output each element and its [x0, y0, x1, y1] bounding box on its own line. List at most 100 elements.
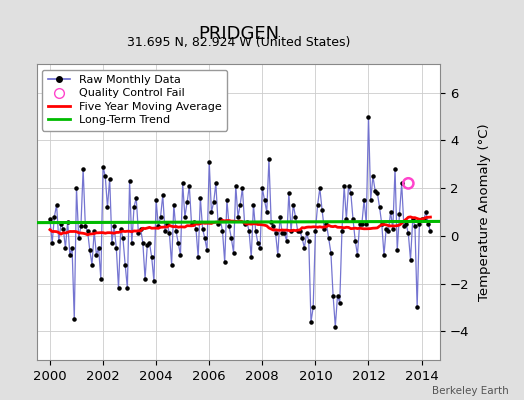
Point [389, 226, 397, 232]
Point [398, 180, 406, 186]
Point [360, 197, 368, 203]
Point [159, 192, 167, 198]
Point [50, 214, 59, 220]
Point [395, 211, 403, 218]
Point [152, 197, 160, 203]
Point [221, 259, 229, 265]
Point [165, 230, 173, 237]
Point [116, 226, 125, 232]
Point [85, 247, 94, 253]
Point [168, 261, 176, 268]
Point [199, 226, 207, 232]
Point [340, 182, 348, 189]
Point [148, 254, 156, 260]
Point [302, 230, 311, 237]
Point [48, 240, 57, 246]
Point [232, 182, 240, 189]
Point [400, 223, 408, 230]
Point [404, 230, 412, 237]
Point [324, 235, 333, 242]
Point [52, 202, 61, 208]
Point [353, 252, 362, 258]
Point [101, 173, 110, 179]
Point [258, 185, 267, 191]
Point [249, 202, 258, 208]
Point [185, 182, 193, 189]
Point [373, 190, 381, 196]
Point [121, 261, 129, 268]
Point [380, 252, 388, 258]
Point [245, 228, 253, 234]
Point [378, 221, 386, 227]
Point [364, 113, 373, 120]
Point [74, 235, 83, 242]
Title: PRIDGEN: PRIDGEN [198, 25, 279, 43]
Point [92, 252, 101, 258]
Point [225, 223, 233, 230]
Point [123, 285, 132, 292]
Point [289, 202, 298, 208]
Point [94, 245, 103, 251]
Point [134, 230, 143, 237]
Point [150, 278, 158, 284]
Point [409, 216, 417, 222]
Point [90, 228, 99, 234]
Point [329, 292, 337, 299]
Point [358, 221, 366, 227]
Point [130, 204, 138, 210]
Point [105, 175, 114, 182]
Text: Berkeley Earth: Berkeley Earth [432, 386, 508, 396]
Point [274, 252, 282, 258]
Point [241, 221, 249, 227]
Point [415, 221, 423, 227]
Point [313, 202, 322, 208]
Point [406, 256, 414, 263]
Point [282, 238, 291, 244]
Point [59, 226, 68, 232]
Point [252, 228, 260, 234]
Point [141, 276, 149, 282]
Point [88, 261, 96, 268]
Point [426, 228, 434, 234]
Point [72, 185, 81, 191]
Point [236, 202, 244, 208]
Point [296, 228, 304, 234]
Point [307, 319, 315, 325]
Point [393, 247, 401, 253]
Point [112, 245, 121, 251]
Point [143, 242, 151, 249]
Point [156, 214, 165, 220]
Point [81, 223, 90, 230]
Point [326, 249, 335, 256]
Point [293, 228, 302, 234]
Point [278, 230, 287, 237]
Point [172, 228, 180, 234]
Point [114, 285, 123, 292]
Point [351, 238, 359, 244]
Point [315, 185, 324, 191]
Point [371, 187, 379, 194]
Point [170, 202, 178, 208]
Point [404, 180, 412, 186]
Point [203, 247, 211, 253]
Point [63, 218, 72, 225]
Point [344, 182, 353, 189]
Point [234, 214, 242, 220]
Point [309, 304, 318, 311]
Point [424, 221, 432, 227]
Point [119, 235, 127, 242]
Point [320, 226, 329, 232]
Point [103, 204, 112, 210]
Point [54, 238, 63, 244]
Point [66, 252, 74, 258]
Point [99, 164, 107, 170]
Point [179, 180, 187, 186]
Point [311, 228, 320, 234]
Point [260, 197, 269, 203]
Point [362, 221, 370, 227]
Point [349, 216, 357, 222]
Point [402, 221, 410, 227]
Point [216, 216, 224, 222]
Point [196, 194, 204, 201]
Point [96, 276, 105, 282]
